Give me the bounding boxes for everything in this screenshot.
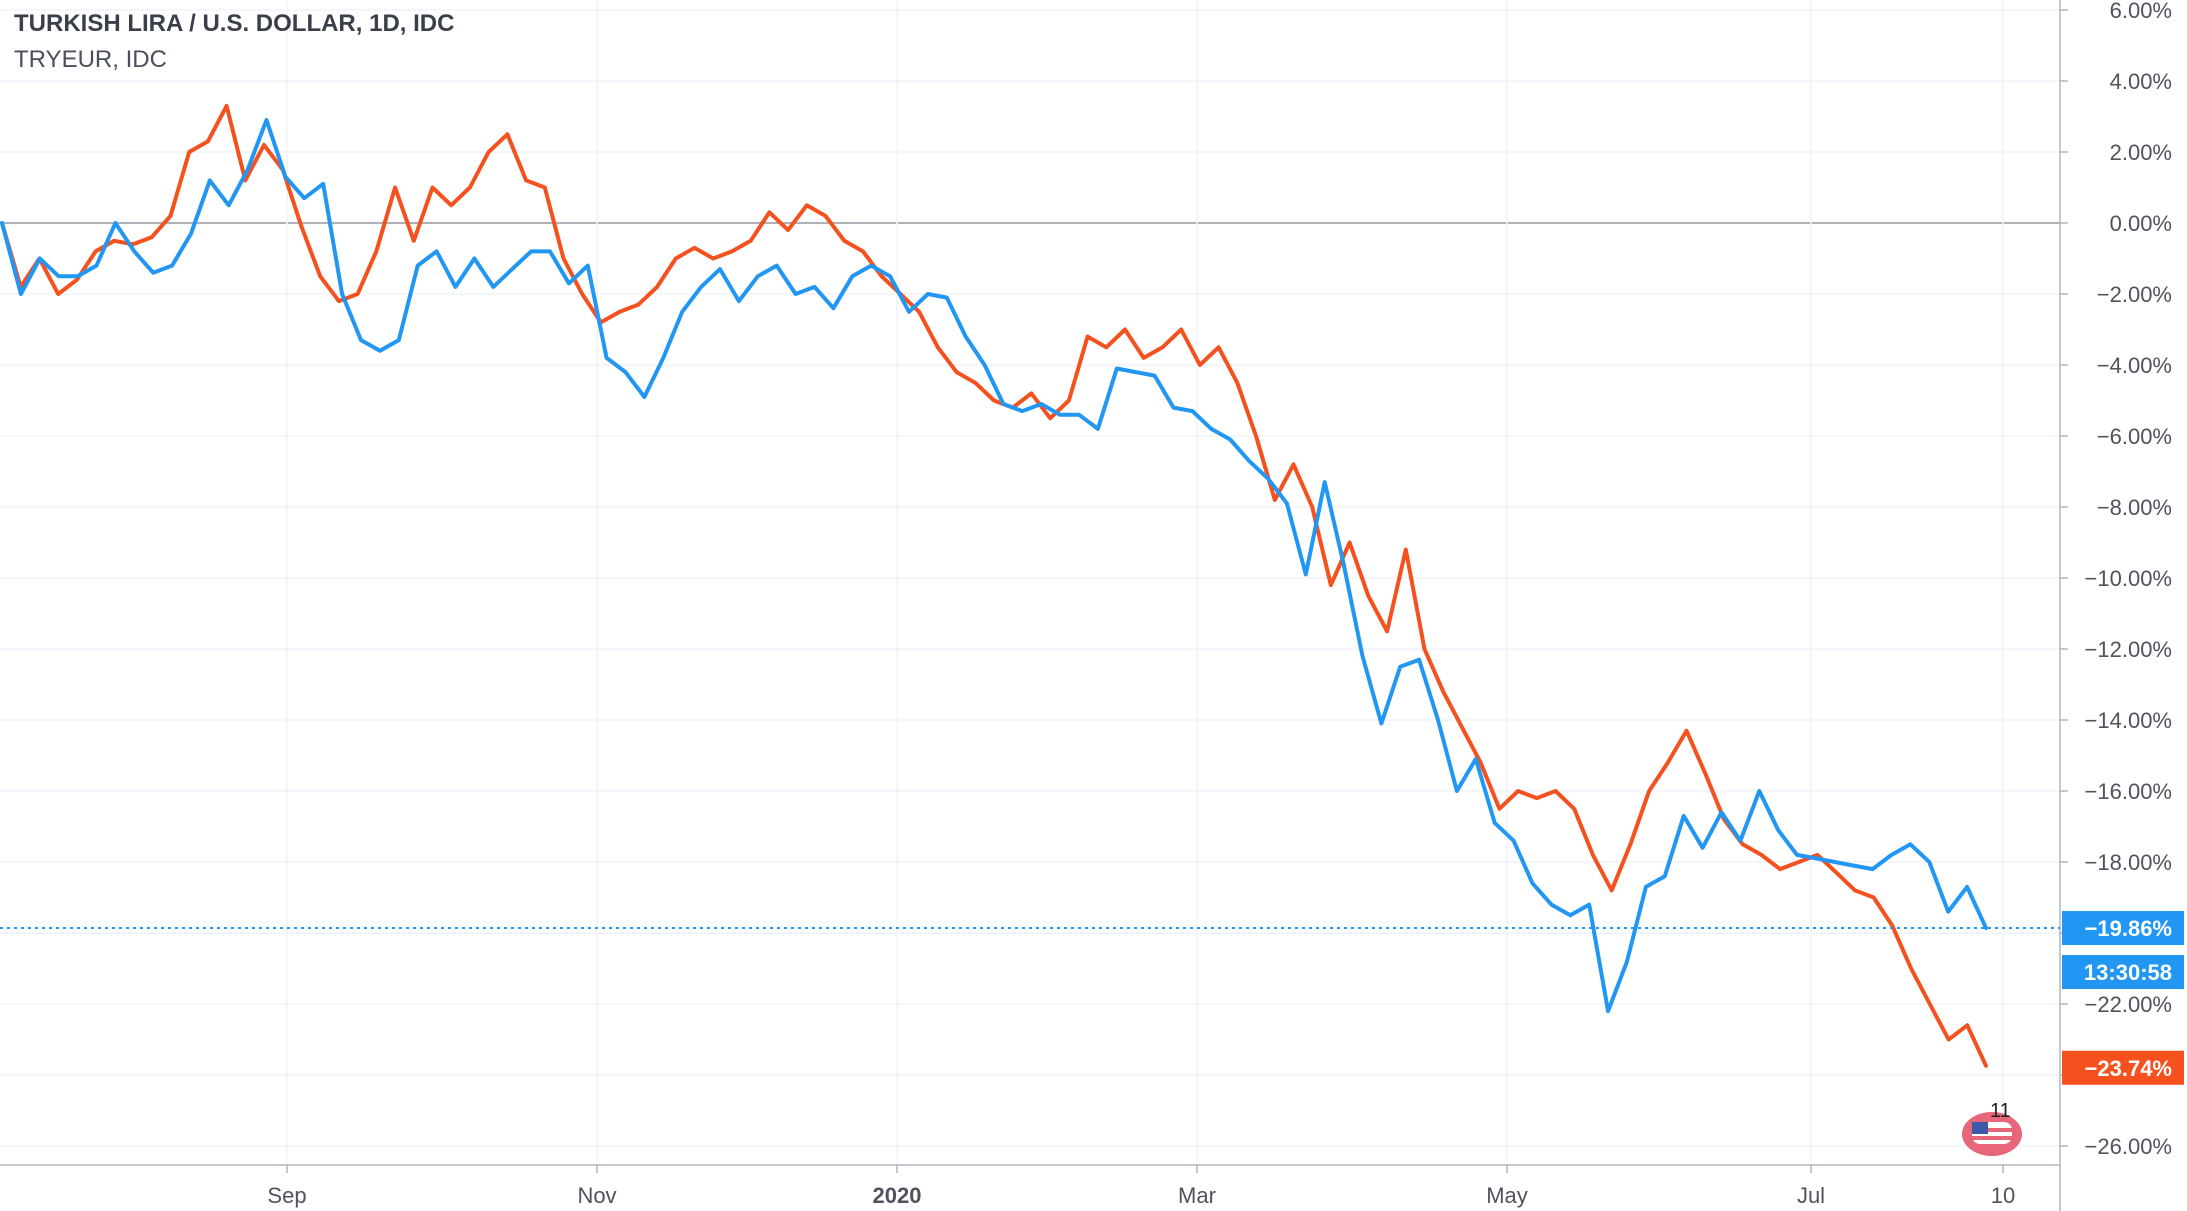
y-tick-label: −2.00%: [2097, 282, 2172, 307]
y-tick-label: −22.00%: [2085, 992, 2172, 1017]
y-tick-label: −10.00%: [2085, 566, 2172, 591]
x-tick-label: May: [1486, 1183, 1528, 1208]
x-tick-label: Mar: [1178, 1183, 1216, 1208]
svg-text:13:30:58: 13:30:58: [2084, 960, 2172, 985]
series-line-tryeur: [0, 118, 1988, 1014]
series-line-tryusd: [0, 103, 1988, 1068]
price-tags: −19.86% 13:30:58 −23.74%: [0, 911, 2184, 1085]
chart-legend: TURKISH LIRA / U.S. DOLLAR, 1D, IDC TRYE…: [14, 6, 454, 78]
svg-text:−19.86%: −19.86%: [2085, 916, 2172, 941]
y-tick-label: −12.00%: [2085, 637, 2172, 662]
y-tick-label: 4.00%: [2110, 69, 2172, 94]
x-tick-label: 2020: [873, 1183, 922, 1208]
series-layer: [0, 103, 1988, 1068]
x-tick-label: Jul: [1797, 1183, 1825, 1208]
legend-subtitle: TRYEUR, IDC: [14, 46, 167, 73]
x-axis: Sep Nov 2020 Mar May Jul 10: [0, 1164, 2060, 1208]
y-tick-label: 0.00%: [2110, 211, 2172, 236]
y-tick-label: 2.00%: [2110, 140, 2172, 165]
countdown-tag: 13:30:58: [2062, 955, 2184, 990]
x-tick-label: 10: [1991, 1183, 2015, 1208]
event-count: 11: [1990, 1100, 2011, 1122]
y-tick-label: 6.00%: [2110, 0, 2172, 23]
y-tick-label: −16.00%: [2085, 779, 2172, 804]
legend-title: TURKISH LIRA / U.S. DOLLAR, 1D, IDC: [14, 10, 455, 37]
y-tick-label: −4.00%: [2097, 353, 2172, 378]
x-tick-label: Sep: [267, 1183, 306, 1208]
y-tick-label: −26.00%: [2085, 1134, 2172, 1159]
y-axis: 6.00% 4.00% 2.00% 0.00% −2.00% −4.00% −6.00% −8…: [2059, 0, 2172, 1211]
price-tag-tryeur: −19.86%: [2062, 911, 2184, 946]
x-tick-label: Nov: [577, 1183, 616, 1208]
y-tick-label: −14.00%: [2085, 708, 2172, 733]
us-flag-icon[interactable]: [1958, 1102, 2030, 1158]
y-tick-label: −18.00%: [2085, 850, 2172, 875]
svg-text:−23.74%: −23.74%: [2085, 1056, 2172, 1081]
grid: [0, 0, 2060, 1165]
y-tick-label: −6.00%: [2097, 424, 2172, 449]
price-tag-tryusd: −23.74%: [2062, 1050, 2184, 1085]
y-tick-label: −8.00%: [2097, 495, 2172, 520]
